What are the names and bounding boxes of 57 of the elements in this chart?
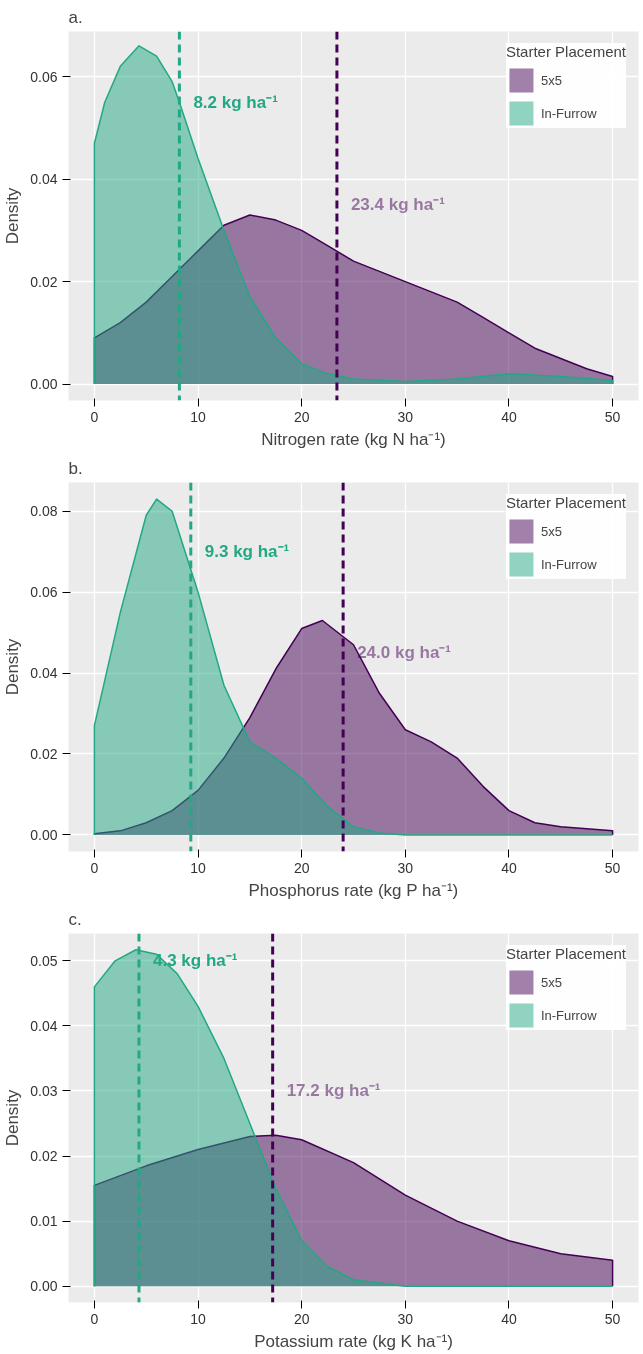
y-tick-label: 0.03 (30, 1082, 58, 1099)
x-tick-label: 40 (501, 1310, 517, 1327)
y-tick-label: 0.00 (30, 376, 58, 393)
legend-label: 5x5 (540, 72, 562, 88)
legend-label: 5x5 (540, 523, 562, 539)
y-tick-label: 0.08 (30, 503, 58, 520)
x-tick-label: 10 (190, 408, 207, 425)
chart-title: c. (68, 909, 82, 929)
y-tick-label: 0.00 (30, 1278, 58, 1295)
x-tick-label: 50 (604, 1310, 621, 1327)
x-tick-label: 50 (604, 408, 621, 425)
x-tick-label: 0 (90, 408, 99, 425)
y-axis-title: Density (3, 187, 23, 245)
y-tick-label: 0.06 (30, 68, 58, 85)
x-tick-label: 20 (293, 408, 310, 425)
x-tick-label: 30 (397, 408, 414, 425)
legend-title: Starter Placement (505, 494, 626, 511)
x-tick-label: 20 (293, 1310, 310, 1327)
y-tick-label: 0.04 (30, 1017, 58, 1034)
annotation: 4.3 kg ha⁻¹ (152, 951, 238, 971)
x-tick-label: 20 (293, 859, 310, 876)
x-tick-label: 30 (397, 859, 414, 876)
chart-title: b. (68, 458, 83, 478)
annotation: 8.2 kg ha⁻¹ (193, 92, 279, 112)
x-tick-label: 10 (190, 1310, 207, 1327)
annotation: 24.0 kg ha⁻¹ (357, 643, 452, 663)
y-tick-label: 0.04 (30, 171, 58, 188)
annotation: 17.2 kg ha⁻¹ (286, 1081, 381, 1101)
legend-label: In-Furrow (540, 556, 597, 572)
y-tick-label: 0.02 (30, 1148, 58, 1165)
legend-label: In-Furrow (540, 1007, 597, 1023)
x-tick-label: 40 (501, 859, 517, 876)
legend-title: Starter Placement (505, 43, 626, 60)
y-tick-label: 0.06 (30, 584, 58, 601)
y-axis-title: Density (3, 638, 23, 696)
legend-label: In-Furrow (540, 105, 597, 121)
y-tick-label: 0.02 (30, 745, 58, 762)
x-tick-label: 40 (501, 408, 517, 425)
x-tick-label: 0 (90, 1310, 99, 1327)
legend-title: Starter Placement (505, 945, 626, 962)
x-tick-label: 30 (397, 1310, 414, 1327)
y-tick-label: 0.04 (30, 665, 58, 682)
x-axis-title: Phosphorus rate (kg P ha⁻¹) (248, 880, 459, 900)
annotation: 23.4 kg ha⁻¹ (350, 195, 446, 215)
x-axis-title: Potassium rate (kg K ha⁻¹) (254, 1331, 453, 1351)
y-tick-label: 0.05 (30, 952, 58, 969)
legend-label: 5x5 (540, 974, 562, 990)
x-tick-label: 50 (604, 859, 621, 876)
x-axis-title: Nitrogen rate (kg N ha⁻¹) (261, 429, 446, 449)
y-axis-title: Density (3, 1089, 23, 1147)
x-tick-label: 10 (190, 859, 207, 876)
annotation: 9.3 kg ha⁻¹ (204, 542, 290, 562)
y-tick-label: 0.01 (30, 1213, 58, 1230)
y-tick-label: 0.02 (30, 273, 58, 290)
x-tick-label: 0 (90, 859, 99, 876)
chart-title: a. (68, 7, 83, 27)
y-tick-label: 0.00 (30, 826, 58, 843)
